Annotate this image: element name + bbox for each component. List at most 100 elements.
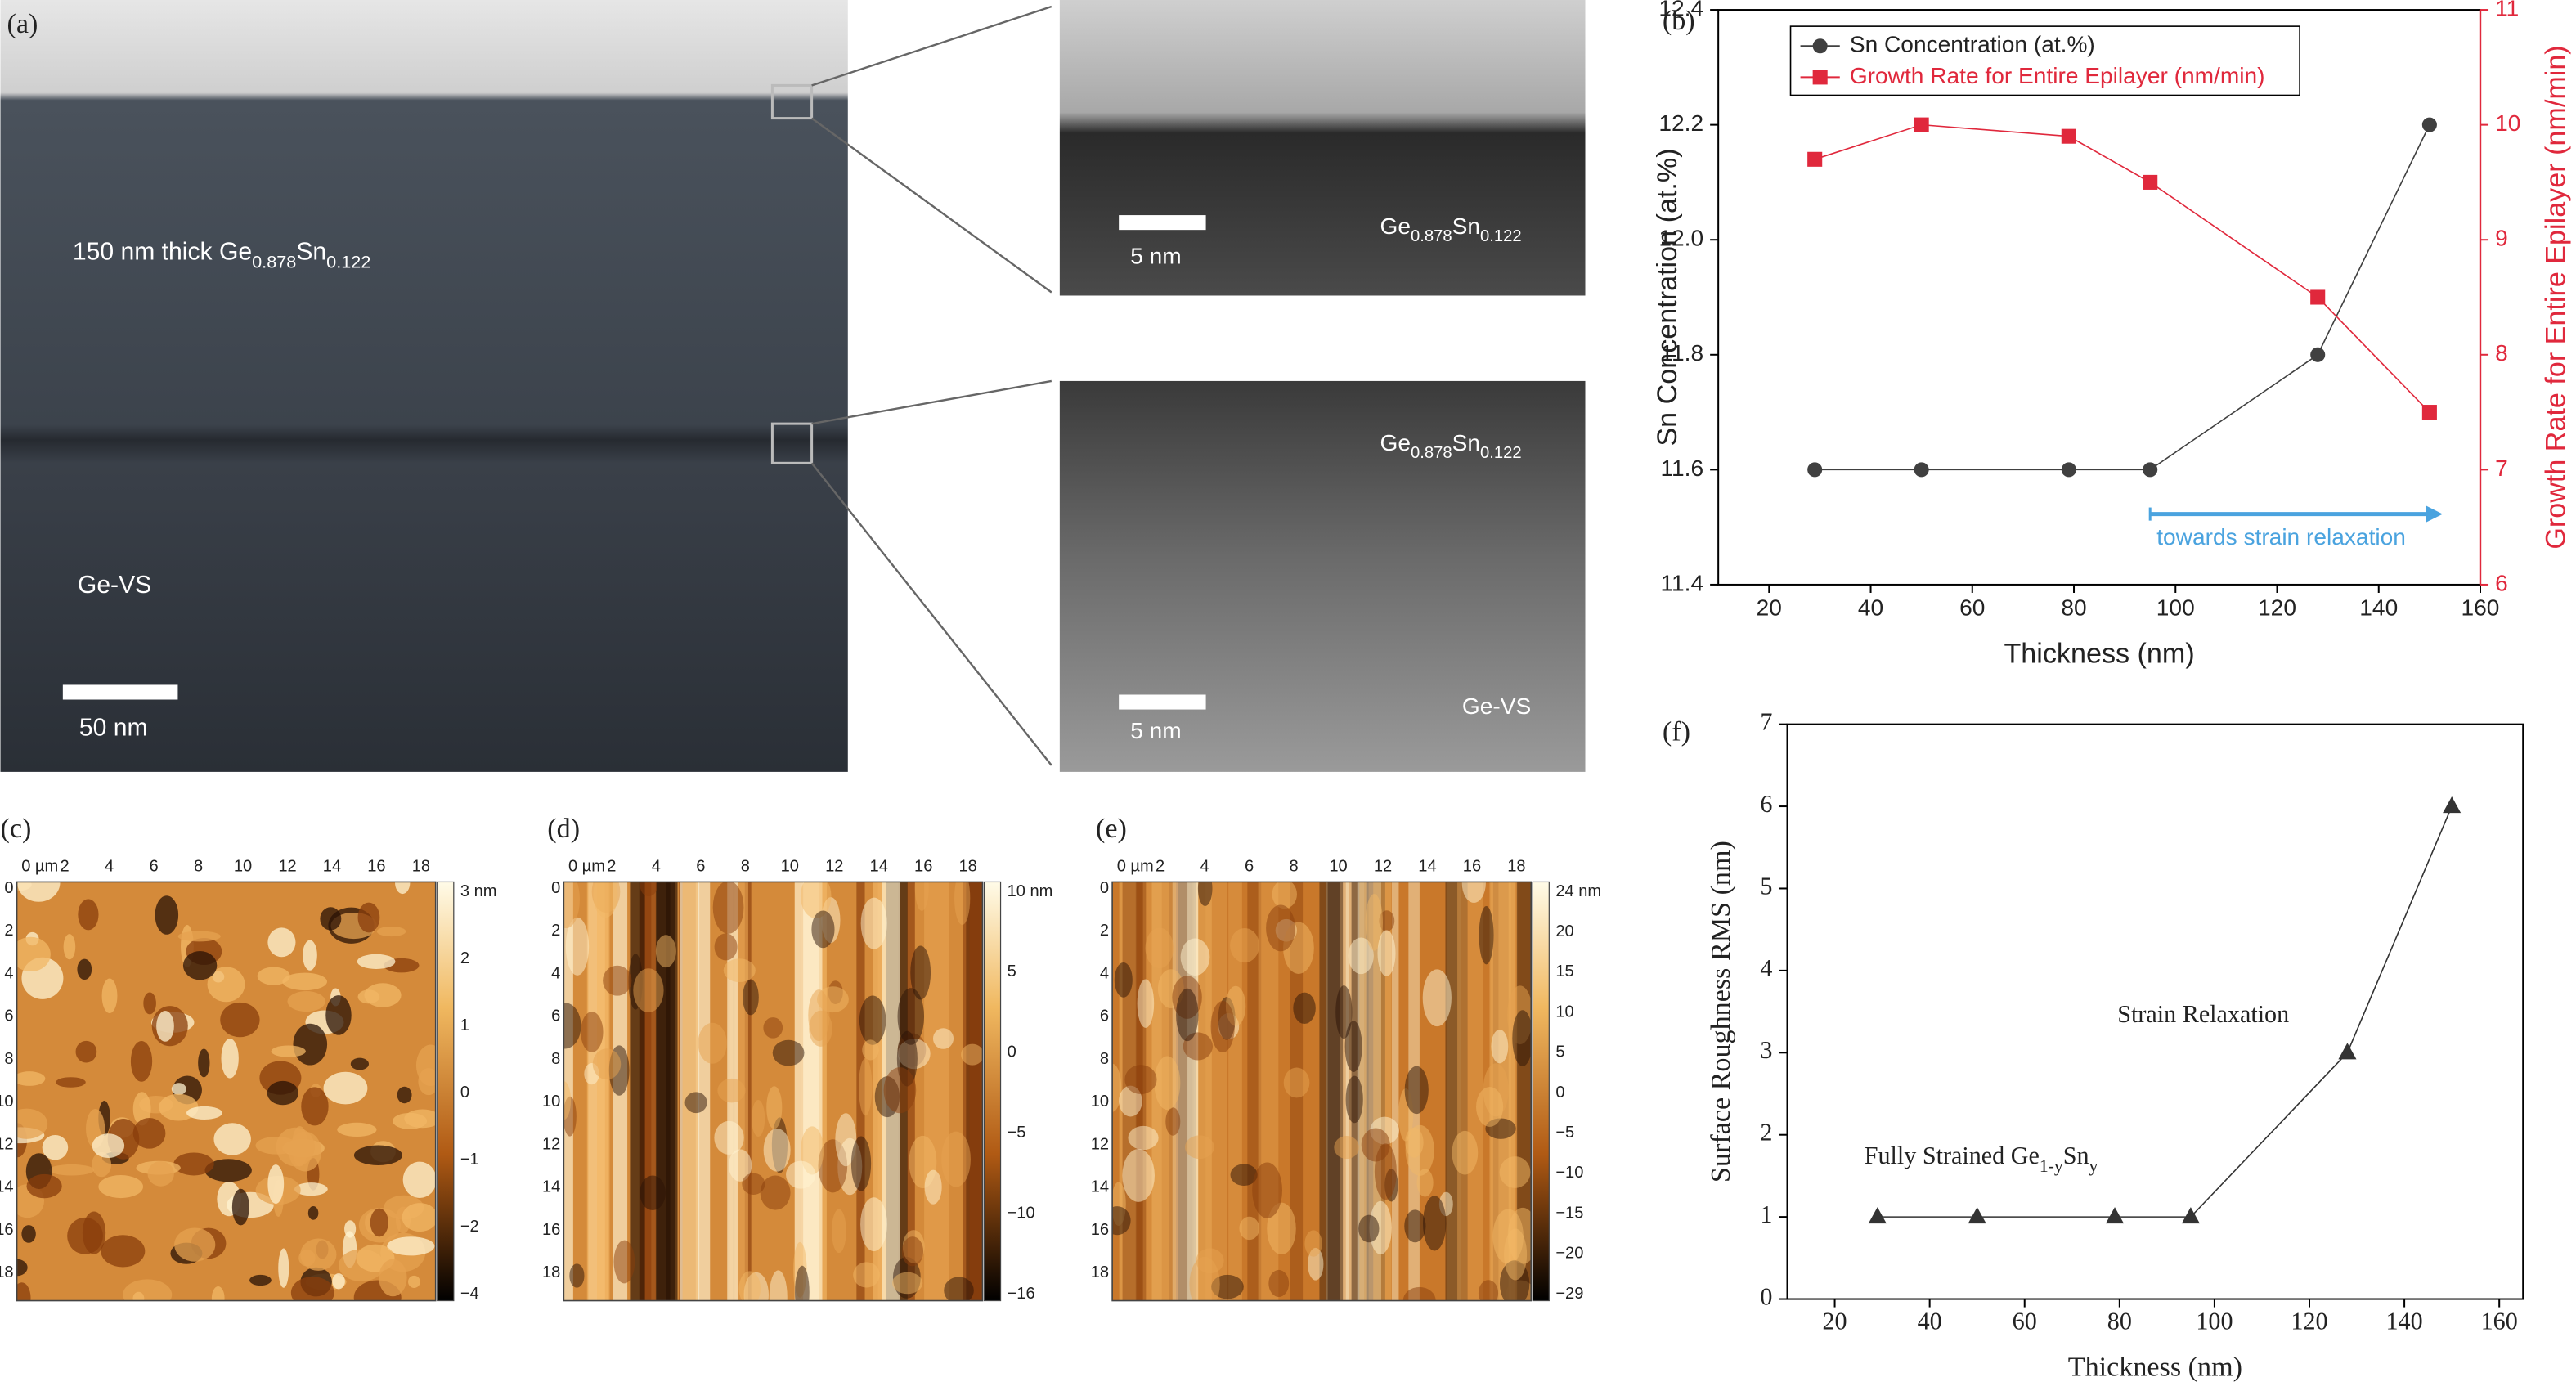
- colorbar-label: 15: [1555, 962, 1573, 980]
- layer-label: 150 nm thick Ge0.878Sn0.122: [73, 238, 371, 271]
- afm-x-tick: 12: [825, 858, 843, 876]
- y-tick-label: 7: [1760, 708, 1772, 736]
- afm-feature: [101, 978, 118, 1014]
- y2-tick-label: 8: [2495, 340, 2508, 366]
- y-tick-label: 4: [1760, 954, 1772, 982]
- afm-feature: [760, 1175, 791, 1210]
- afm-feature: [763, 1017, 783, 1039]
- afm-feature: [303, 940, 317, 971]
- afm-feature: [1402, 1286, 1436, 1301]
- afm-feature: [408, 1275, 420, 1288]
- text-part: Fully Strained Ge: [1865, 1142, 2040, 1169]
- scale-bar: [1119, 215, 1206, 231]
- afm-feature: [714, 933, 738, 961]
- afm-feature: [56, 1077, 86, 1088]
- afm-feature: [593, 882, 618, 918]
- afm-y-tick: 12: [542, 1135, 560, 1153]
- annotation: towards strain relaxation: [2156, 524, 2406, 550]
- x-axis-label: Thickness (nm): [2004, 638, 2194, 669]
- panel-label: (a): [7, 9, 38, 39]
- text-part: Sn: [1452, 431, 1480, 456]
- afm-feature: [1230, 927, 1259, 963]
- afm-feature: [249, 1274, 272, 1286]
- afm-feature: [357, 902, 380, 933]
- afm-feature: [786, 1160, 816, 1189]
- afm-x-tick: 2: [1156, 858, 1165, 876]
- y-tick-label: 0: [1760, 1282, 1772, 1310]
- afm-feature: [221, 1038, 239, 1079]
- afm-feature: [307, 1206, 319, 1220]
- afm-feature: [204, 1159, 252, 1182]
- afm-feature: [402, 1203, 436, 1232]
- afm-feature: [325, 995, 352, 1035]
- afm-feature: [835, 1113, 857, 1167]
- afm-x-tick: 0 µm: [21, 858, 58, 876]
- afm-feature: [910, 945, 931, 1000]
- afm-x-tick: 16: [367, 858, 385, 876]
- x-tick-label: 120: [2291, 1308, 2327, 1335]
- afm-feature: [323, 1071, 368, 1105]
- afm-feature: [1230, 1164, 1258, 1186]
- afm-feature: [75, 1040, 97, 1063]
- afm-x-tick: 6: [1245, 858, 1254, 876]
- afm-feature: [1137, 979, 1155, 1028]
- scale-label: 50 nm: [79, 715, 148, 742]
- afm-feature: [26, 1173, 62, 1199]
- panel-label: (e): [1096, 814, 1127, 844]
- afm-feature: [763, 1129, 791, 1172]
- y-tick-label: 11.8: [1660, 340, 1703, 366]
- afm-y-tick: 8: [4, 1050, 13, 1068]
- afm-feature: [173, 1152, 214, 1176]
- afm-frame: [1111, 881, 1533, 1302]
- marker: [2181, 1207, 2200, 1224]
- afm-stripe: [803, 882, 823, 1301]
- afm-x-tick: 14: [1418, 858, 1436, 876]
- colorbar-label: −10: [1555, 1164, 1583, 1182]
- afm-y-tick: 10: [1091, 1093, 1109, 1111]
- afm-stripe: [924, 882, 949, 1301]
- marker: [1914, 117, 1929, 132]
- colorbar-label: 1: [460, 1016, 469, 1034]
- afm-feature: [92, 1151, 112, 1178]
- legend-label: Growth Rate for Entire Epilayer (nm/min): [1850, 63, 2265, 88]
- afm-x-tick: 2: [607, 858, 616, 876]
- afm-stripe: [1326, 882, 1349, 1301]
- afm-feature: [717, 1078, 746, 1103]
- afm-y-tick: 2: [1100, 922, 1109, 940]
- afm-feature: [811, 910, 835, 949]
- afm-frame: [16, 881, 437, 1302]
- colorbar-label: 0: [1008, 1043, 1016, 1061]
- afm-feature: [376, 926, 406, 937]
- afm-feature: [353, 1145, 403, 1165]
- afm-x-tick: 4: [652, 858, 661, 876]
- afm-x-tick: 12: [1374, 858, 1392, 876]
- y2-axis-label: Growth Rate for Entire Epilayer (nm/min): [2540, 45, 2571, 549]
- marker: [2061, 128, 2076, 144]
- afm-feature: [182, 951, 218, 980]
- afm-feature: [1416, 1169, 1434, 1197]
- text-part: Ge: [1380, 214, 1411, 240]
- afm-y-tick: 4: [4, 964, 13, 982]
- afm-feature: [387, 1236, 435, 1256]
- afm-feature: [1145, 927, 1174, 969]
- layer-label: Ge0.878Sn0.122: [1380, 214, 1521, 246]
- afm-x-tick: 4: [105, 858, 114, 876]
- marker: [2310, 347, 2326, 362]
- afm-feature: [1176, 988, 1199, 1042]
- afm-feature: [743, 979, 759, 1016]
- y-tick-label: 12.4: [1658, 0, 1703, 20]
- marker: [1914, 462, 1929, 478]
- afm-y-tick: 6: [1100, 1007, 1109, 1025]
- colorbar-label: −29: [1555, 1285, 1583, 1303]
- afm-feature: [1165, 1107, 1181, 1136]
- scale-bar: [1119, 694, 1206, 710]
- afm-stripe: [695, 882, 711, 1301]
- afm-feature: [132, 1092, 151, 1126]
- afm-feature: [282, 972, 327, 991]
- afm-feature: [357, 989, 380, 1004]
- afm-feature: [1334, 1136, 1359, 1160]
- text-part: 0.878: [1411, 445, 1452, 463]
- y-tick-label: 11.6: [1660, 455, 1703, 481]
- afm-feature: [860, 1197, 888, 1252]
